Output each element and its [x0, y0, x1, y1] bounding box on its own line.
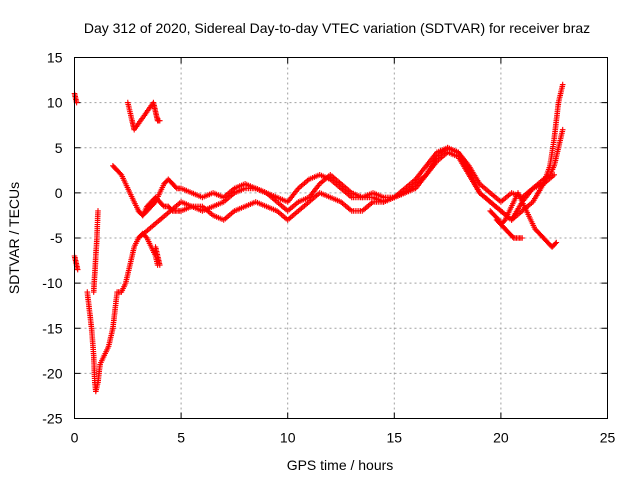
x-tick-label: 5 — [177, 430, 185, 446]
data-point — [501, 218, 507, 224]
data-point — [160, 202, 166, 209]
x-tick-label: 20 — [493, 430, 509, 446]
data-point — [509, 234, 516, 240]
data-point — [553, 239, 560, 246]
x-tick-label: 10 — [280, 430, 296, 446]
series-track-1 — [71, 90, 80, 106]
y-tick-label: -15 — [42, 320, 62, 336]
data-point — [552, 240, 559, 247]
series-track-2 — [71, 253, 81, 273]
data-point — [157, 262, 163, 268]
y-tick-label: -10 — [42, 275, 62, 291]
data-point — [173, 184, 179, 190]
grid-lines — [74, 57, 608, 419]
data-point — [559, 126, 566, 133]
data-point — [143, 234, 149, 240]
data-point — [74, 266, 81, 273]
y-tick-label: 0 — [55, 185, 63, 201]
series-track-9 — [493, 217, 525, 241]
data-point — [117, 170, 124, 177]
series-track-7 — [135, 144, 557, 241]
data-point — [157, 117, 163, 124]
y-tick-label: 5 — [55, 140, 63, 156]
data-points — [71, 81, 566, 395]
y-axis-label: SDTVAR / TECUs — [6, 182, 22, 294]
x-tick-label: 15 — [387, 430, 403, 446]
y-tick-label: -25 — [42, 411, 62, 427]
x-tick-label: 25 — [600, 430, 616, 446]
chart-title: Day 312 of 2020, Sidereal Day-to-day VTE… — [84, 20, 590, 36]
y-tick-label: -5 — [50, 230, 63, 246]
y-tick-label: 15 — [47, 50, 63, 66]
data-point — [559, 81, 566, 88]
x-axis-label: GPS time / hours — [287, 457, 394, 473]
data-point — [551, 172, 557, 178]
series-track-4 — [90, 208, 101, 295]
series-track-11 — [152, 244, 163, 268]
series-track-10 — [125, 99, 163, 133]
plot-frame — [74, 57, 608, 419]
data-point — [95, 208, 101, 214]
data-point — [519, 235, 525, 241]
y-tick-label: -20 — [42, 365, 62, 381]
x-tick-label: 0 — [71, 430, 79, 446]
y-tick-label: 10 — [47, 95, 63, 111]
